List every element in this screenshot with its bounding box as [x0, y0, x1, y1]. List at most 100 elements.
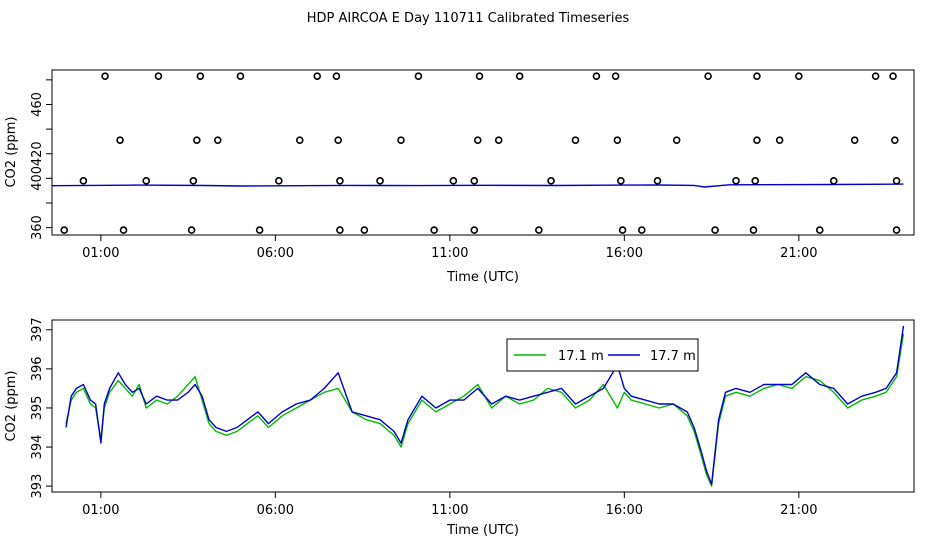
series-line	[65, 333, 905, 487]
scatter-point	[515, 72, 524, 80]
scatter-point	[376, 177, 384, 185]
top-x-axis: 01:00 06:00 11:00 16:00 21:00	[82, 235, 818, 261]
bottom-y-axis-label: CO2 (ppm)	[4, 370, 19, 441]
series-line	[65, 325, 905, 485]
x-tick-label: 01:00	[82, 503, 119, 518]
scatter-point	[592, 72, 601, 80]
y-tick-label: 420	[30, 141, 45, 166]
scatter-point	[871, 72, 880, 80]
y-tick-label: 360	[30, 215, 45, 240]
scatter-point	[711, 226, 719, 234]
scatter-point	[749, 226, 758, 234]
legend-label-17-1m: 17.1 m	[558, 349, 604, 364]
y-tick-label: 395	[30, 396, 45, 421]
scatter-point	[116, 136, 124, 144]
scatter-point	[775, 136, 784, 144]
scatter-point	[360, 226, 369, 234]
scatter-point	[547, 177, 555, 185]
top-y-axis-label: CO2 (ppm)	[4, 116, 19, 187]
scatter-point	[449, 177, 458, 185]
top-series-lines	[51, 183, 904, 188]
bottom-x-axis: 01:00 06:00 11:00 16:00 21:00	[82, 492, 818, 518]
top-x-axis-label: Time (UTC)	[446, 270, 519, 285]
scatter-point	[414, 72, 423, 80]
x-tick-label: 21:00	[780, 246, 817, 261]
y-tick-label: 396	[30, 356, 45, 381]
scatter-point	[617, 177, 625, 185]
x-tick-label: 11:00	[431, 503, 468, 518]
series-line	[51, 183, 904, 188]
scatter-point	[332, 72, 341, 80]
scatter-point	[653, 177, 662, 185]
y-tick-label: 460	[30, 92, 45, 117]
legend-label-17-7m: 17.7 m	[650, 349, 696, 364]
scatter-point	[187, 226, 196, 234]
scatter-point	[470, 177, 479, 185]
bottom-plot-frame	[51, 319, 915, 493]
scatter-point	[850, 136, 859, 144]
scatter-point	[295, 136, 304, 144]
scatter-point	[889, 72, 897, 80]
scatter-point	[571, 136, 580, 144]
scatter-point	[189, 177, 198, 185]
scatter-point	[637, 226, 646, 234]
scatter-point	[196, 72, 205, 80]
scatter-point	[892, 226, 901, 234]
scatter-point	[154, 72, 163, 80]
chart-title: HDP AIRCOA E Day 110711 Calibrated Times…	[307, 11, 630, 26]
y-tick-label: 394	[30, 435, 45, 460]
scatter-point	[475, 72, 484, 80]
scatter-point	[397, 136, 405, 144]
scatter-point	[753, 72, 761, 80]
bottom-x-axis-label: Time (UTC)	[446, 523, 519, 538]
scatter-point	[313, 72, 322, 80]
y-tick-label: 397	[30, 317, 45, 342]
scatter-point	[60, 226, 69, 234]
y-tick-label: 393	[30, 474, 45, 499]
scatter-point	[611, 72, 620, 80]
legend: 17.1 m 17.7 m	[506, 338, 699, 372]
x-tick-label: 06:00	[257, 503, 294, 518]
scatter-point	[255, 226, 264, 234]
scatter-point	[470, 226, 479, 234]
scatter-point	[213, 136, 222, 144]
scatter-point	[334, 136, 342, 144]
x-tick-label: 11:00	[431, 246, 468, 261]
scatter-point	[494, 136, 503, 144]
x-tick-label: 16:00	[606, 246, 643, 261]
x-tick-label: 01:00	[82, 246, 119, 261]
x-tick-label: 16:00	[606, 503, 643, 518]
scatter-point	[753, 136, 761, 144]
scatter-point	[613, 136, 622, 144]
scatter-point	[732, 177, 740, 185]
scatter-point	[618, 226, 627, 234]
scatter-point	[535, 226, 543, 234]
scatter-point	[336, 226, 344, 234]
scatter-point	[79, 177, 88, 185]
scatter-point	[430, 226, 438, 234]
scatter-point	[751, 177, 760, 185]
top-scatter-points	[60, 72, 901, 234]
top-plot-frame	[51, 69, 915, 236]
scatter-point	[829, 177, 838, 185]
scatter-point	[336, 177, 344, 185]
scatter-point	[142, 177, 151, 185]
scatter-point	[275, 177, 283, 185]
bottom-series-lines	[65, 325, 905, 487]
scatter-point	[119, 226, 128, 234]
bottom-y-axis: 393 394 395 396 397	[30, 317, 52, 499]
scatter-point	[101, 72, 109, 80]
scatter-point	[672, 136, 681, 144]
scatter-point	[815, 226, 824, 234]
scatter-point	[236, 72, 245, 80]
scatter-point	[892, 177, 901, 185]
bottom-panel: 01:00 06:00 11:00 16:00 21:00 39339439539639…	[4, 317, 915, 538]
scatter-point	[795, 72, 803, 80]
scatter-point	[193, 136, 201, 144]
scatter-point	[473, 136, 482, 144]
x-tick-label: 21:00	[780, 503, 817, 518]
scatter-point	[891, 136, 899, 144]
y-tick-label: 400	[30, 166, 45, 191]
